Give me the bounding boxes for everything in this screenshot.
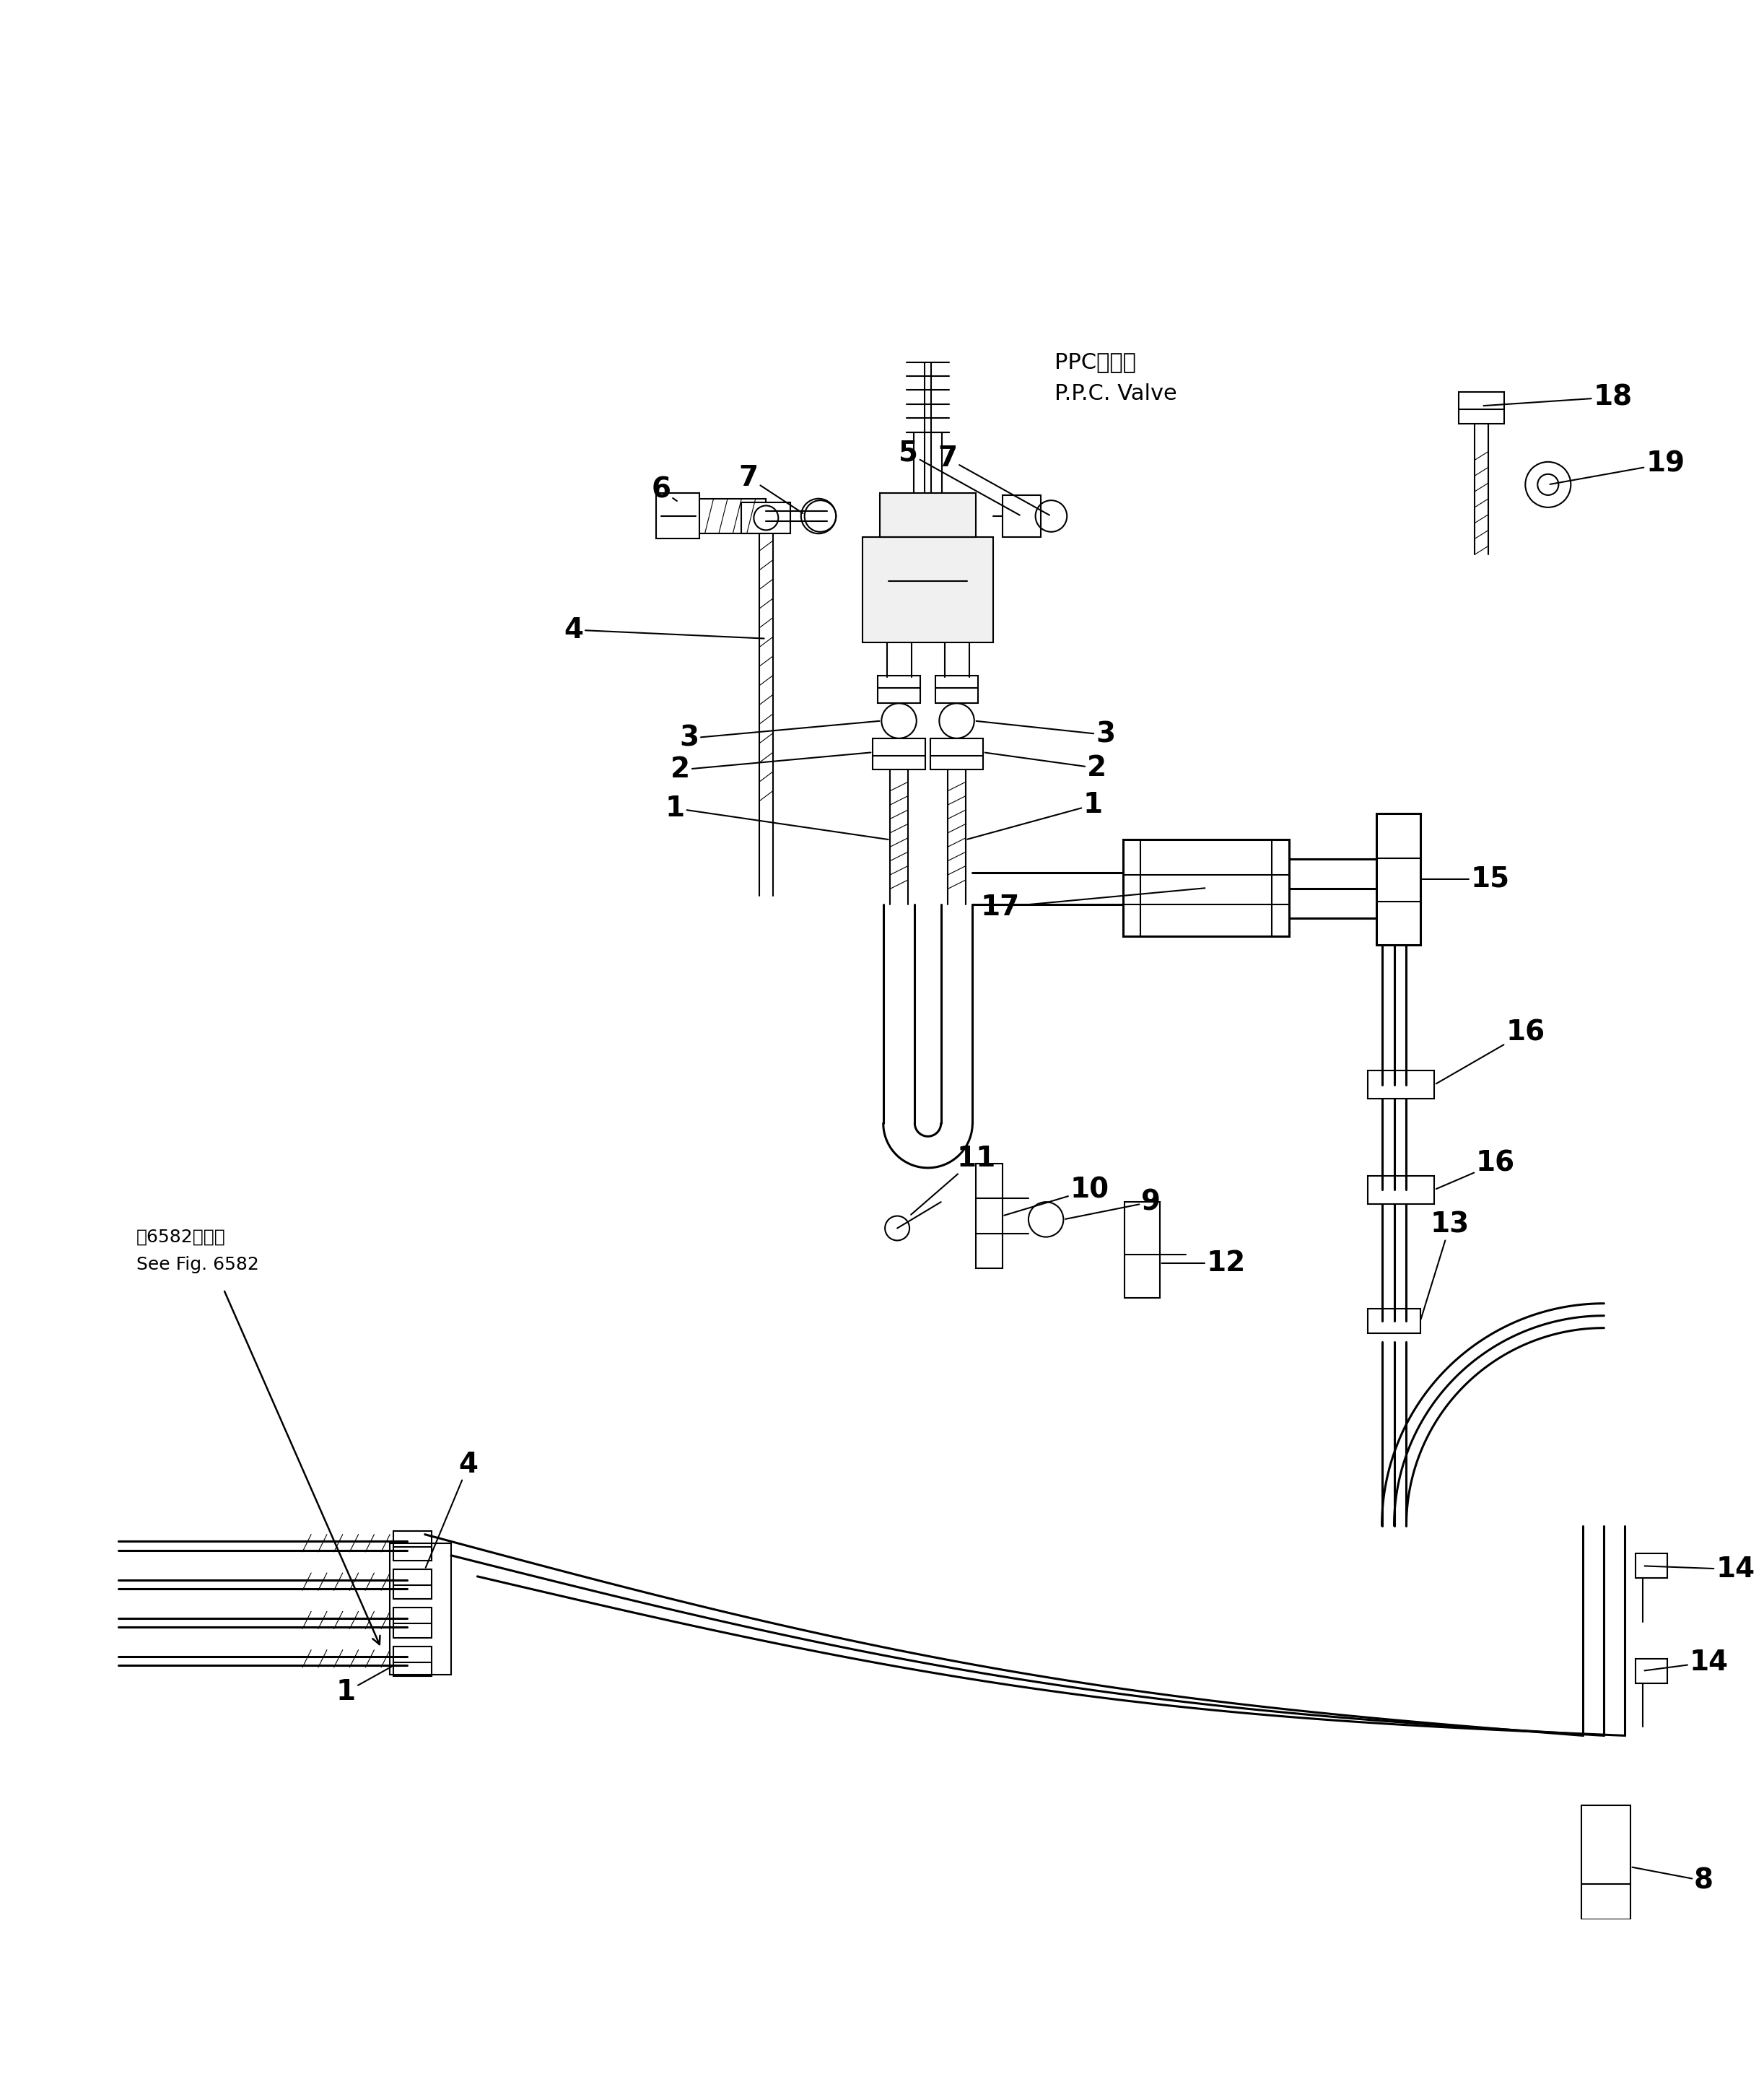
Text: 4: 4 (425, 1450, 478, 1567)
Text: 19: 19 (1551, 449, 1685, 485)
Text: 17: 17 (981, 888, 1205, 921)
Text: 1: 1 (967, 792, 1102, 840)
Text: 1: 1 (337, 1667, 392, 1705)
Bar (878, 675, 921, 704)
Text: PPCバルブ: PPCバルブ (1055, 351, 1136, 372)
Text: 2: 2 (670, 752, 871, 783)
Text: 14: 14 (1644, 1648, 1729, 1675)
Text: 7: 7 (739, 464, 803, 514)
Text: 10: 10 (1004, 1176, 1110, 1216)
Text: See Fig. 6582: See Fig. 6582 (136, 1255, 259, 1274)
Text: P.P.C. Valve: P.P.C. Valve (1055, 382, 1177, 403)
Text: 15: 15 (1422, 865, 1510, 892)
Bar (1367, 1176, 1434, 1203)
Bar (873, 737, 926, 771)
Bar (880, 493, 975, 537)
Text: 2: 2 (984, 752, 1106, 781)
Bar (935, 675, 977, 704)
Bar (1635, 1554, 1667, 1577)
Text: 8: 8 (1632, 1868, 1713, 1895)
Text: 6: 6 (651, 476, 677, 503)
Text: 9: 9 (1065, 1189, 1161, 1220)
Bar (1367, 1072, 1434, 1099)
Bar (697, 499, 766, 533)
Bar (656, 493, 700, 539)
Bar (393, 1531, 432, 1560)
Text: 3: 3 (975, 721, 1115, 748)
Bar (393, 1646, 432, 1675)
Text: 3: 3 (679, 721, 880, 752)
Bar (393, 1569, 432, 1600)
Text: 11: 11 (910, 1145, 995, 1214)
Bar (1125, 1201, 1159, 1297)
Bar (863, 537, 993, 641)
Text: 13: 13 (1422, 1212, 1469, 1318)
Bar (975, 1164, 1002, 1268)
Text: 14: 14 (1644, 1556, 1755, 1583)
Text: 12: 12 (1162, 1249, 1245, 1276)
Bar (393, 1609, 432, 1638)
Text: 第6582図参照: 第6582図参照 (136, 1228, 226, 1245)
Bar (1367, 1308, 1420, 1333)
Bar (930, 737, 983, 771)
Bar (741, 501, 790, 533)
Bar (1635, 1659, 1667, 1684)
Text: 16: 16 (1436, 1149, 1515, 1189)
Text: 5: 5 (898, 439, 1020, 516)
Bar (1002, 495, 1041, 537)
Text: 4: 4 (564, 616, 764, 643)
Bar (1124, 840, 1289, 936)
Text: 1: 1 (665, 794, 889, 840)
Bar (1581, 1805, 1630, 1920)
Text: 7: 7 (938, 445, 1050, 516)
Bar (1376, 813, 1420, 944)
Text: 16: 16 (1436, 1019, 1545, 1084)
Text: 18: 18 (1484, 384, 1632, 412)
Bar (1459, 393, 1505, 424)
